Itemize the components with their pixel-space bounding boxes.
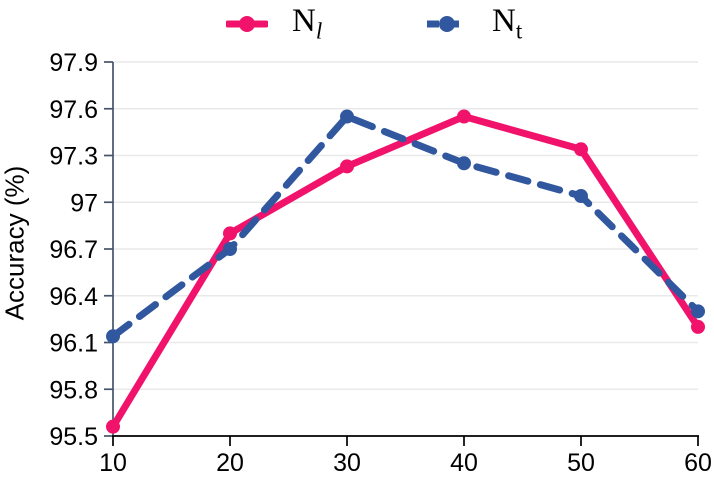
y-tick-label: 96.4 [49,283,98,311]
data-point-N_l [223,226,237,241]
legend-label-sub: t [515,18,523,44]
y-tick-label: 95.5 [49,423,98,451]
legend-label-base: N [292,3,316,40]
data-point-N_t [574,189,588,204]
x-tick-label: 30 [333,449,361,477]
legend-item-nt: Nt [426,2,522,46]
data-point-N_t [106,329,120,344]
legend-marker-solid-icon [226,16,268,32]
data-point-N_t [223,242,237,256]
x-tick-label: 20 [216,449,244,477]
data-point-N_l [457,109,471,124]
y-tick-label: 97.6 [49,96,98,124]
y-tick-label: 97.3 [49,143,98,171]
data-point-N_l [574,142,588,157]
legend-label-sub: l [315,18,323,44]
x-tick-label: 60 [684,449,712,477]
data-point-N_l [106,419,120,434]
x-tick-label: 10 [99,449,127,477]
legend-dot [439,16,455,32]
y-axis-title: Accuracy (%) [0,165,30,321]
y-tick-label: 96.7 [49,236,98,264]
y-tick-label: 95.8 [49,376,98,404]
legend-label-base: N [492,3,516,40]
data-point-N_t [691,304,705,319]
legend-label-nl: Nl [292,5,322,43]
series-line-N_t [109,113,702,340]
data-point-N_l [691,319,705,334]
x-tick-label: 50 [567,449,595,477]
data-point-N_l [340,159,354,174]
legend-label-nt: Nt [492,5,522,43]
legend-dot [239,16,255,32]
data-point-N_t [340,109,354,124]
legend-marker-dashed-icon [427,16,467,32]
y-tick-label: 96.1 [49,330,98,358]
data-point-N_t [457,156,471,171]
legend-item-nl: Nl [226,2,322,46]
y-tick-label: 97.9 [49,49,98,77]
y-tick-label: 97 [70,189,98,217]
x-tick-label: 40 [450,449,478,477]
